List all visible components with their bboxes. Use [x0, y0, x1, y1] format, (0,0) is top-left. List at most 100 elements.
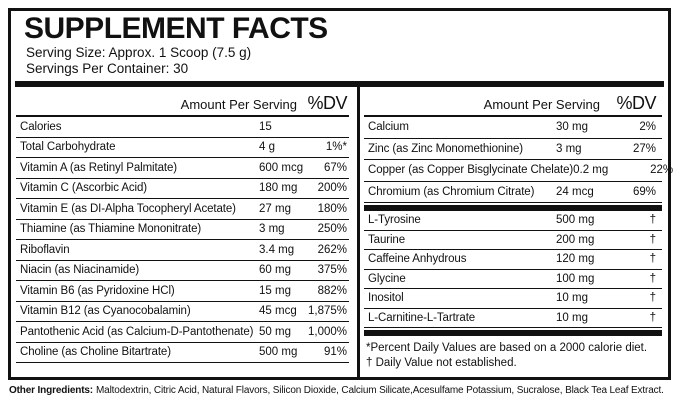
- cell-dv: †: [649, 253, 656, 266]
- cell-name: Zinc (as Zinc Monomethionine): [368, 142, 523, 155]
- header-divider-bar: [15, 81, 664, 87]
- table-row: Vitamin C (Ascorbic Acid) 180 mg 200%: [16, 179, 349, 199]
- left-table-header: Amount Per Serving %DV: [16, 87, 349, 117]
- table-row: Total Carbohydrate 4 g 1%*: [16, 138, 349, 158]
- table-row: Choline (as Choline Bitartrate) 500 mg 91%: [16, 343, 349, 363]
- cell-amount: 3 mg: [259, 223, 285, 236]
- table-row: Calories 15: [16, 117, 349, 138]
- tables-area: Amount Per Serving %DV Calories 15 Total C…: [11, 87, 673, 377]
- cell-dv: †: [649, 214, 656, 227]
- label-title: SUPPLEMENT FACTS: [24, 12, 328, 45]
- cell-dv: 262%: [317, 243, 347, 256]
- table-row: Inositol 10 mg †: [364, 289, 662, 309]
- cell-amount: 60 mg: [259, 264, 291, 277]
- cell-dv: 375%: [317, 264, 347, 277]
- cell-amount: 45 mcg: [259, 305, 297, 318]
- cell-name: Vitamin A (as Retinyl Palmitate): [20, 161, 178, 174]
- cell-amount: 50 mg: [259, 325, 291, 338]
- cell-amount: 0.2 mg: [573, 164, 609, 177]
- table-row: Vitamin B12 (as Cyanocobalamin) 45 mcg 1,8…: [16, 302, 349, 322]
- cell-name: L-Carnitine-L-Tartrate: [368, 311, 476, 324]
- cell-name: Glycine: [368, 272, 406, 285]
- footnote-dagger: † Daily Value not established.: [366, 357, 517, 369]
- cell-dv: †: [649, 311, 656, 324]
- cell-dv: †: [649, 272, 656, 285]
- cell-amount: 24 mcg: [556, 185, 594, 198]
- cell-name: Niacin (as Niacinamide): [20, 264, 140, 277]
- table-row: Chromium (as Chromium Citrate) 24 mcg 69%: [364, 182, 662, 203]
- amount-per-serving-header: Amount Per Serving: [483, 97, 600, 112]
- section-divider-bar: [364, 205, 662, 211]
- cell-name: Copper (as Copper Bisglycinate Chelate): [368, 164, 574, 177]
- table-row: Pantothenic Acid (as Calcium-D-Pantothen…: [16, 322, 349, 343]
- cell-dv: 91%: [323, 346, 347, 359]
- cell-name: Pantothenic Acid (as Calcium-D-Pantothen…: [20, 325, 254, 338]
- cell-name: Riboflavin: [20, 243, 70, 256]
- cell-dv: 69%: [632, 185, 656, 198]
- cell-name: Chromium (as Chromium Citrate): [368, 185, 535, 198]
- percent-dv-header: %DV: [616, 93, 656, 113]
- cell-amount: 100 mg: [556, 272, 595, 285]
- cell-amount: 200 mg: [556, 233, 595, 246]
- cell-name: Choline (as Choline Bitartrate): [20, 346, 171, 359]
- cell-name: Caffeine Anhydrous: [368, 253, 467, 266]
- servings-per-container: Servings Per Container: 30: [26, 61, 189, 76]
- cell-name: Inositol: [368, 292, 404, 305]
- table-row: L-Carnitine-L-Tartrate 10 mg †: [364, 309, 662, 328]
- cell-name: Vitamin C (Ascorbic Acid): [20, 182, 148, 195]
- cell-amount: 15: [259, 120, 272, 133]
- other-ingredients-text: Maltodextrin, Citric Acid, Natural Flavo…: [95, 385, 664, 396]
- footnotes: *Percent Daily Values are based on a 200…: [364, 336, 662, 371]
- cell-dv: 1,875%: [307, 305, 347, 318]
- cell-dv: 22%: [650, 164, 674, 177]
- right-table-header: Amount Per Serving %DV: [364, 87, 662, 117]
- cell-name: Taurine: [368, 233, 406, 246]
- other-ingredients: Other Ingredients: Maltodextrin, Citric A…: [9, 385, 679, 396]
- table-row: L-Tyrosine 500 mg †: [364, 211, 662, 231]
- cell-amount: 10 mg: [556, 311, 588, 324]
- serving-size: Serving Size: Approx. 1 Scoop (7.5 g): [26, 45, 252, 60]
- cell-amount: 500 mg: [259, 346, 298, 359]
- label-box: SUPPLEMENT FACTS Serving Size: Approx. 1…: [8, 8, 673, 380]
- cell-amount: 600 mcg: [259, 161, 304, 174]
- right-table-blend-rows: L-Tyrosine 500 mg † Taurine 200 mg † Caffeine …: [364, 211, 662, 328]
- table-row: Caffeine Anhydrous 120 mg †: [364, 250, 662, 270]
- cell-dv: 1%*: [325, 141, 347, 154]
- cell-dv: †: [649, 233, 656, 246]
- right-table-mineral-rows: Calcium 30 mg 2% Zinc (as Zinc Monomethioni…: [364, 117, 673, 203]
- table-row: Vitamin E (as DI-Alpha Tocopheryl Acetat…: [16, 199, 349, 220]
- table-row: Zinc (as Zinc Monomethionine) 3 mg 27%: [364, 139, 662, 160]
- cell-dv: 67%: [323, 161, 347, 174]
- cell-dv: 250%: [317, 223, 347, 236]
- table-row: Vitamin B6 (as Pyridoxine HCl) 15 mg 882%: [16, 281, 349, 302]
- cell-amount: 30 mg: [556, 121, 588, 134]
- right-nutrition-table: Amount Per Serving %DV Calcium 30 mg 2% Zin…: [360, 87, 673, 377]
- table-row: Taurine 200 mg †: [364, 231, 662, 250]
- cell-amount: 500 mg: [556, 214, 595, 227]
- amount-per-serving-header: Amount Per Serving: [180, 97, 297, 112]
- cell-dv: †: [649, 292, 656, 305]
- footnote-percent-dv: *Percent Daily Values are based on a 200…: [366, 342, 648, 354]
- cell-amount: 27 mg: [259, 202, 291, 215]
- cell-name: Thiamine (as Thiamine Mononitrate): [20, 223, 202, 236]
- other-ingredients-label: Other Ingredients:: [9, 385, 93, 396]
- cell-dv: 200%: [317, 182, 347, 195]
- table-row: Niacin (as Niacinamide) 60 mg 375%: [16, 261, 349, 281]
- cell-dv: 180%: [317, 202, 347, 215]
- table-row: Calcium 30 mg 2%: [364, 117, 662, 139]
- cell-name: Vitamin E (as DI-Alpha Tocopheryl Acetat…: [20, 202, 236, 215]
- table-row: Thiamine (as Thiamine Mononitrate) 3 mg 25…: [16, 220, 349, 240]
- cell-amount: 4 g: [259, 141, 275, 154]
- left-table-rows: Calories 15 Total Carbohydrate 4 g 1%* Vitami…: [16, 117, 349, 363]
- table-row: Vitamin A (as Retinyl Palmitate) 600 mcg 6…: [16, 158, 349, 179]
- cell-dv: 1,000%: [307, 325, 347, 338]
- cell-name: Total Carbohydrate: [20, 141, 116, 154]
- table-row: Glycine 100 mg †: [364, 270, 662, 289]
- cell-amount: 120 mg: [556, 253, 595, 266]
- cell-amount: 3.4 mg: [259, 243, 295, 256]
- cell-amount: 15 mg: [259, 284, 291, 297]
- left-nutrition-table: Amount Per Serving %DV Calories 15 Total C…: [11, 87, 357, 377]
- cell-amount: 180 mg: [259, 182, 298, 195]
- cell-amount: 3 mg: [556, 142, 582, 155]
- cell-dv: 882%: [317, 284, 347, 297]
